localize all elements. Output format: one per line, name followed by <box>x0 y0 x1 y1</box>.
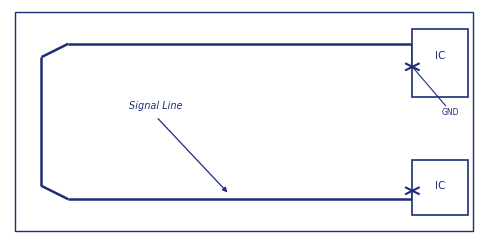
Text: GND: GND <box>442 108 459 117</box>
Text: IC: IC <box>435 181 446 191</box>
Text: IC: IC <box>435 51 446 61</box>
Bar <box>412 160 468 215</box>
Text: Signal Line: Signal Line <box>129 101 183 111</box>
Bar <box>412 29 468 97</box>
